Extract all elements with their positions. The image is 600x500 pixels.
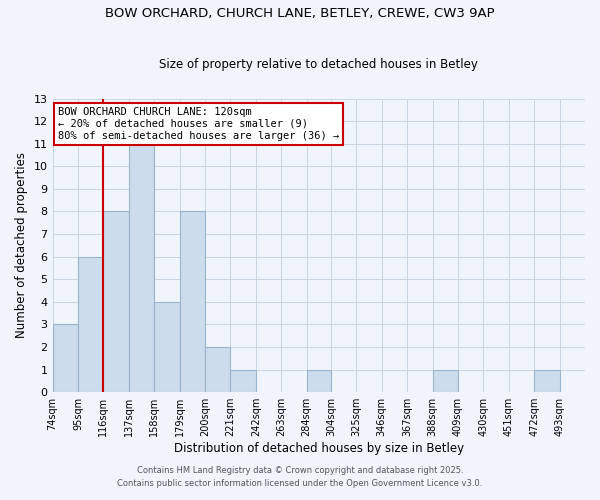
Bar bbox=[534, 370, 560, 392]
Y-axis label: Number of detached properties: Number of detached properties bbox=[15, 152, 28, 338]
Bar bbox=[129, 144, 154, 392]
Title: Size of property relative to detached houses in Betley: Size of property relative to detached ho… bbox=[160, 58, 478, 71]
X-axis label: Distribution of detached houses by size in Betley: Distribution of detached houses by size … bbox=[174, 442, 464, 455]
Bar bbox=[230, 370, 256, 392]
Bar bbox=[205, 347, 230, 392]
Text: BOW ORCHARD, CHURCH LANE, BETLEY, CREWE, CW3 9AP: BOW ORCHARD, CHURCH LANE, BETLEY, CREWE,… bbox=[105, 8, 495, 20]
Bar bbox=[53, 324, 78, 392]
Text: BOW ORCHARD CHURCH LANE: 120sqm
← 20% of detached houses are smaller (9)
80% of : BOW ORCHARD CHURCH LANE: 120sqm ← 20% of… bbox=[58, 108, 339, 140]
Text: Contains HM Land Registry data © Crown copyright and database right 2025.
Contai: Contains HM Land Registry data © Crown c… bbox=[118, 466, 482, 487]
Bar bbox=[78, 256, 103, 392]
Bar bbox=[154, 302, 179, 392]
Bar bbox=[179, 212, 205, 392]
Bar bbox=[307, 370, 331, 392]
Bar bbox=[103, 212, 129, 392]
Bar bbox=[433, 370, 458, 392]
